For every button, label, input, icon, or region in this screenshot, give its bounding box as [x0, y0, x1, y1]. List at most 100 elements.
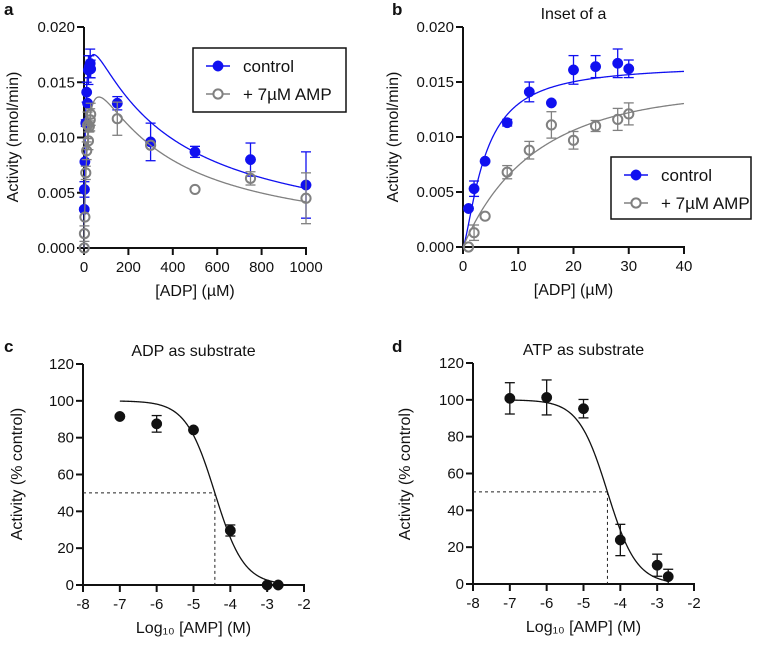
data-point — [468, 227, 480, 239]
y-tick-label: 0.010 — [37, 130, 75, 147]
data-point — [111, 113, 123, 125]
x-tick-label: 10 — [510, 258, 527, 275]
data-point — [272, 579, 284, 591]
data-point — [462, 241, 475, 253]
y-tick-label: 0.020 — [416, 19, 454, 36]
data-point — [612, 57, 624, 69]
data-point — [468, 183, 480, 195]
x-tick-label: -4 — [614, 595, 627, 612]
x-tick-label: -7 — [113, 596, 126, 613]
legend-label: control — [243, 57, 294, 76]
data-point — [463, 203, 474, 214]
y-tick-label: 0.015 — [416, 74, 454, 91]
data-point — [78, 228, 91, 240]
x-tick-label: -2 — [297, 596, 310, 613]
y-tick-label: 0 — [456, 576, 464, 593]
y-tick-label: 60 — [57, 467, 74, 484]
x-tick-label: -7 — [503, 595, 516, 612]
x-tick-label: -5 — [187, 596, 200, 613]
data-point — [82, 135, 95, 147]
data-point — [651, 559, 663, 571]
y-tick-label: 0.010 — [416, 129, 454, 146]
x-tick-label: 20 — [565, 258, 582, 275]
y-tick-label: 0.020 — [37, 19, 75, 36]
x-axis-label: [ADP] (µM) — [534, 282, 613, 299]
data-point — [244, 172, 257, 184]
legend-label: + 7µM AMP — [243, 85, 332, 104]
data-point — [85, 108, 97, 120]
y-axis-label: Activity (% control) — [9, 408, 26, 540]
y-tick-label: 20 — [57, 540, 74, 557]
x-tick-label: 0 — [459, 258, 467, 275]
x-tick-label: 1000 — [289, 259, 322, 276]
data-point — [501, 166, 513, 178]
data-point — [79, 211, 91, 223]
legend: control + 7µM AMP — [610, 156, 752, 220]
data-point — [501, 117, 513, 129]
data-point — [590, 61, 602, 73]
y-tick-label: 0.005 — [37, 185, 75, 202]
data-point — [145, 139, 157, 151]
data-point — [245, 154, 256, 166]
data-point — [189, 146, 201, 158]
x-tick-label: -2 — [687, 595, 700, 612]
data-point — [114, 411, 126, 422]
data-point — [85, 63, 97, 75]
data-point — [567, 134, 580, 146]
x-tick-label: -5 — [577, 595, 590, 612]
x-tick-label: -6 — [540, 595, 553, 612]
legend-box — [610, 156, 752, 220]
legend-marker — [630, 197, 642, 209]
x-tick-label: 40 — [676, 258, 693, 275]
x-tick-label: 600 — [205, 259, 230, 276]
data-point — [79, 156, 91, 168]
data-point — [523, 86, 535, 98]
y-tick-label: 120 — [49, 356, 74, 373]
data-point — [523, 144, 535, 156]
data-point — [261, 579, 273, 591]
x-tick-label: 200 — [116, 259, 141, 276]
fit-curve-series — [119, 400, 279, 584]
x-tick-label: -8 — [76, 596, 89, 613]
x-tick-label: -3 — [650, 595, 663, 612]
x-tick-label: 30 — [620, 258, 637, 275]
x-tick-label: -4 — [224, 596, 237, 613]
data-point — [81, 86, 93, 98]
panel-b: b Inset of a 0 10 20 30 40 0.000 0.005 0.010 0.015… — [385, 0, 752, 299]
panel-title: ATP as substrate — [523, 342, 644, 359]
data-point — [224, 525, 236, 536]
y-tick-label: 40 — [447, 502, 464, 519]
data-point — [81, 145, 93, 157]
data-point — [541, 391, 553, 403]
y-tick-label: 80 — [57, 430, 74, 447]
data-point — [300, 192, 312, 204]
data-point — [545, 97, 557, 109]
data-point — [568, 64, 579, 76]
y-tick-label: 20 — [447, 539, 464, 556]
x-axis-label: [ADP] (µM) — [155, 283, 234, 300]
legend-label: + 7µM AMP — [661, 194, 750, 213]
x-tick-label: -3 — [260, 596, 273, 613]
legend: control + 7µM AMP — [192, 47, 347, 113]
panel-label: d — [392, 337, 402, 356]
data-point — [504, 392, 516, 404]
legend-marker — [212, 60, 224, 72]
legend-box — [192, 47, 347, 113]
data-point — [545, 119, 558, 131]
y-tick-label: 0 — [66, 577, 74, 594]
data-point — [612, 113, 624, 126]
data-point — [623, 63, 635, 75]
y-tick-label: 40 — [57, 503, 74, 520]
data-point — [578, 403, 589, 415]
x-tick-label: 800 — [249, 259, 274, 276]
x-tick-label: -6 — [150, 596, 163, 613]
y-tick-label: 60 — [447, 466, 464, 483]
panel-label: a — [4, 0, 14, 19]
data-point — [188, 424, 199, 436]
y-tick-label: 0.000 — [37, 240, 75, 257]
panel-d: d ATP as substrate -8 -7 -6 -5 -4 -3 -2 0 20 40 60 80… — [392, 337, 701, 636]
y-axis-label: Activity (nmol/min) — [385, 72, 402, 203]
y-tick-label: 100 — [49, 393, 74, 410]
data-point — [662, 571, 674, 583]
